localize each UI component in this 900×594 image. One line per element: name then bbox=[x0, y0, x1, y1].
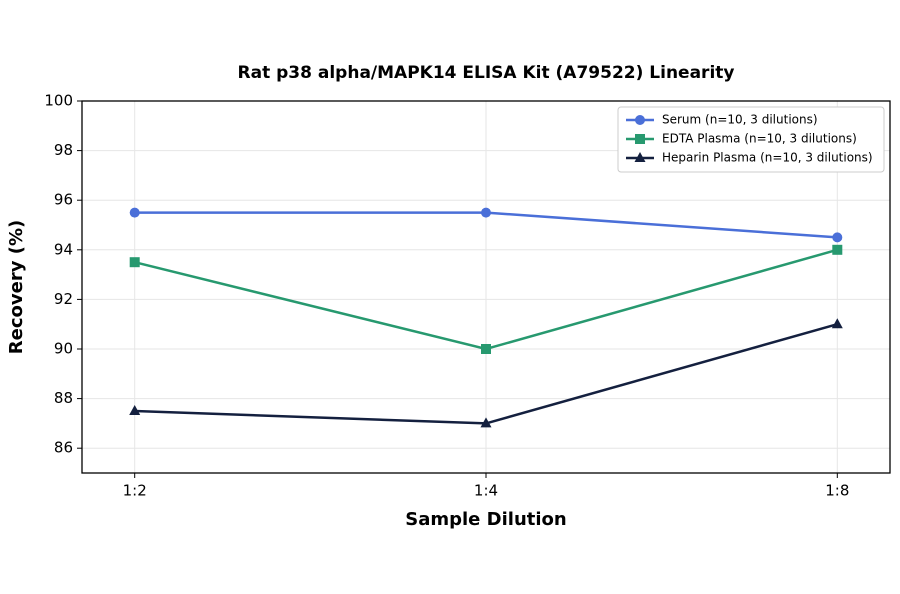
legend: Serum (n=10, 3 dilutions) EDTA Plasma (n=… bbox=[617, 106, 885, 173]
chart-title: Rat p38 alpha/MAPK14 ELISA Kit (A79522) … bbox=[238, 63, 735, 83]
y-tick-label: 88 bbox=[54, 389, 73, 407]
y-tick-label: 90 bbox=[54, 340, 73, 358]
marker bbox=[129, 257, 140, 268]
y-tick-label: 96 bbox=[54, 191, 73, 209]
x-tick-label: 1:2 bbox=[123, 482, 147, 500]
legend-box bbox=[617, 106, 885, 173]
x-axis-label: Sample Dilution bbox=[405, 509, 566, 530]
y-tick-label: 86 bbox=[54, 439, 73, 457]
y-tick-label: 94 bbox=[54, 240, 73, 258]
legend-label: Serum (n=10, 3 dilutions) bbox=[662, 113, 818, 127]
x-tick-label: 1:4 bbox=[474, 482, 498, 500]
marker bbox=[129, 207, 140, 218]
marker bbox=[831, 318, 843, 329]
y-axis-label: Recovery (%) bbox=[6, 220, 27, 354]
marker bbox=[481, 344, 491, 354]
y-tick-label: 98 bbox=[54, 141, 73, 159]
marker bbox=[635, 134, 645, 144]
marker bbox=[832, 232, 843, 243]
legend-label: EDTA Plasma (n=10, 3 dilutions) bbox=[662, 132, 857, 146]
marker bbox=[480, 417, 492, 428]
x-tick-label: 1:8 bbox=[825, 482, 849, 500]
marker bbox=[635, 115, 645, 125]
y-tick-label: 100 bbox=[44, 92, 73, 110]
plot-frame bbox=[81, 100, 891, 474]
marker bbox=[129, 405, 141, 415]
y-tick-label: 92 bbox=[54, 290, 73, 308]
legend-label: Heparin Plasma (n=10, 3 dilutions) bbox=[662, 151, 873, 165]
marker bbox=[832, 244, 843, 255]
marker bbox=[634, 152, 646, 162]
marker bbox=[481, 207, 491, 218]
